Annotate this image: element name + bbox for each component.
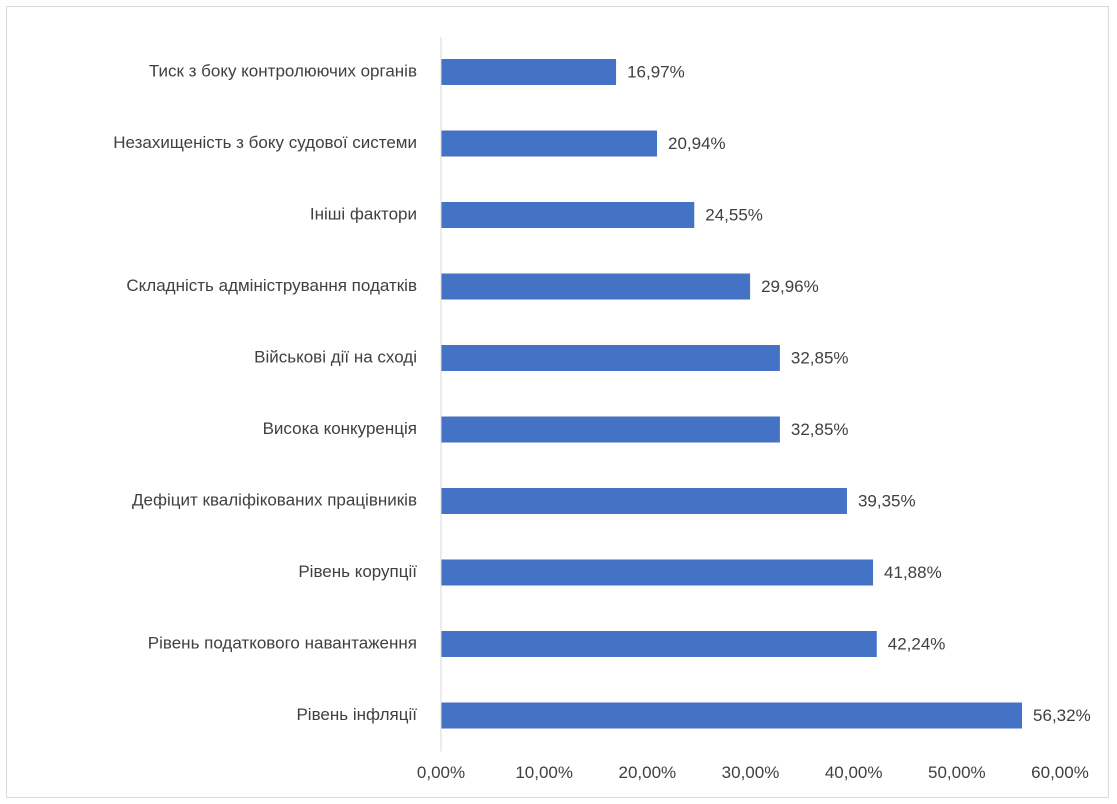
x-tick-label: 10,00% xyxy=(515,763,573,782)
data-label: 32,85% xyxy=(791,420,849,439)
category-label: Тиск з боку контролюючих органів xyxy=(149,61,417,80)
category-label: Незахищеність з боку судової системи xyxy=(113,133,417,152)
category-label: Дефіцит кваліфікованих працівників xyxy=(132,490,417,509)
x-tick-label: 60,00% xyxy=(1031,763,1089,782)
bar xyxy=(441,59,617,85)
bar xyxy=(441,488,847,514)
bar xyxy=(441,202,695,228)
x-tick-label: 0,00% xyxy=(417,763,465,782)
bars xyxy=(441,59,1023,729)
bar xyxy=(441,559,874,586)
data-label: 39,35% xyxy=(858,491,916,510)
data-label: 24,55% xyxy=(705,205,763,224)
data-label: 29,96% xyxy=(761,277,819,296)
data-label: 56,32% xyxy=(1033,706,1091,725)
bar xyxy=(441,416,780,443)
category-label: Військові дії на сході xyxy=(254,347,417,366)
data-label: 32,85% xyxy=(791,348,849,367)
data-label: 42,24% xyxy=(888,634,946,653)
bar-chart: Тиск з боку контролюючих органів Незахище… xyxy=(113,37,1091,782)
bar xyxy=(441,273,751,300)
category-label: Рівень інфляції xyxy=(296,705,417,724)
x-tick-label: 20,00% xyxy=(618,763,676,782)
data-label: 41,88% xyxy=(884,563,942,582)
category-labels: Тиск з боку контролюючих органів Незахище… xyxy=(113,61,417,724)
x-tick-label: 30,00% xyxy=(722,763,780,782)
category-label: Ініші фактори xyxy=(310,204,417,223)
x-tick-label: 50,00% xyxy=(928,763,986,782)
category-label: Висока конкуренція xyxy=(263,419,417,438)
data-label: 16,97% xyxy=(627,62,685,81)
bar xyxy=(441,631,877,657)
bar xyxy=(441,345,780,371)
bar xyxy=(441,702,1023,729)
chart-frame: Тиск з боку контролюючих органів Незахище… xyxy=(6,6,1109,798)
category-label: Рівень корупції xyxy=(298,562,417,581)
x-tick-label: 40,00% xyxy=(825,763,883,782)
data-label: 20,94% xyxy=(668,134,726,153)
category-label: Рівень податкового навантаження xyxy=(148,633,417,652)
x-axis-tick-labels: 0,00% 10,00% 20,00% 30,00% 40,00% 50,00% 60,00… xyxy=(417,763,1089,782)
value-labels: 16,97% 20,94% 24,55% 29,96% 32,85% 32,85% 39,3… xyxy=(627,62,1091,725)
category-label: Складність адміністрування податків xyxy=(126,276,417,295)
bar xyxy=(441,130,658,157)
